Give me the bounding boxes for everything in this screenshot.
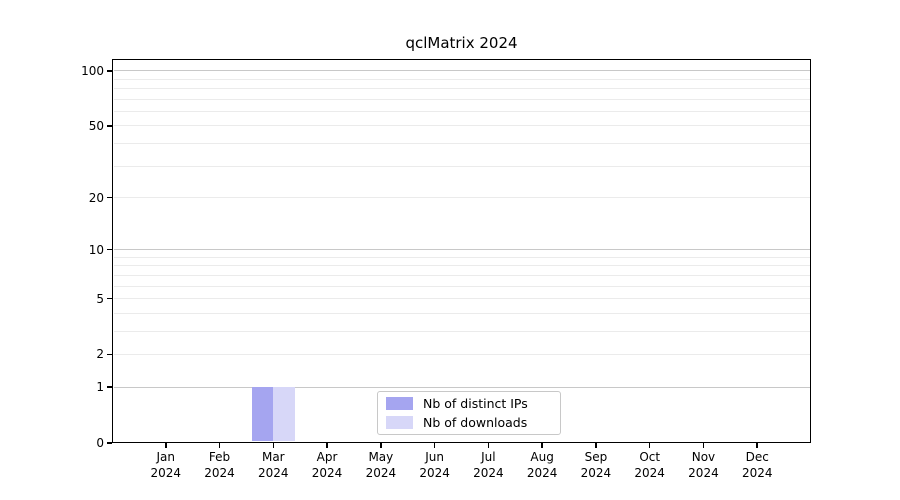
x-axis-tick-label: Oct 2024 — [634, 450, 665, 480]
x-axis-tick-label: May 2024 — [365, 450, 397, 480]
minor-gridline — [113, 330, 810, 332]
legend-item: Nb of distinct IPs — [386, 396, 560, 411]
y-axis-tick-label: 50 — [88, 118, 104, 133]
y-axis-tick — [107, 442, 112, 444]
x-axis-tick — [380, 443, 382, 448]
legend-label: Nb of distinct IPs — [423, 396, 528, 411]
plot-area — [112, 59, 811, 443]
bar-mar-downloads — [273, 387, 295, 442]
chart-title: qclMatrix 2024 — [405, 34, 518, 52]
legend-swatch-distinct-ips — [386, 397, 413, 410]
y-axis-tick-label: 2 — [96, 347, 104, 362]
minor-gridline — [113, 298, 810, 300]
minor-gridline — [113, 274, 810, 276]
y-axis-tick-label: 5 — [96, 291, 104, 306]
y-axis-tick — [107, 248, 112, 251]
x-axis-tick-label: Sep 2024 — [580, 450, 612, 480]
x-axis-tick-label: Jun 2024 — [419, 450, 450, 480]
x-axis-tick — [326, 443, 328, 448]
minor-gridline — [113, 78, 810, 80]
x-axis-tick — [756, 443, 758, 448]
minor-gridline — [113, 165, 810, 167]
minor-gridline — [113, 285, 810, 287]
minor-gridline — [113, 197, 810, 198]
x-axis-tick — [648, 443, 651, 448]
x-axis-tick — [487, 443, 490, 448]
x-axis-tick-label: Jul 2024 — [473, 450, 504, 480]
y-axis-tick — [107, 297, 112, 300]
minor-gridline — [113, 98, 810, 100]
minor-gridline — [113, 143, 810, 145]
x-axis-tick-label: Feb 2024 — [204, 450, 235, 480]
y-axis-tick — [107, 386, 112, 388]
major-gridline — [113, 70, 810, 72]
x-axis-tick-label: Mar 2024 — [258, 450, 289, 480]
x-axis-tick — [541, 443, 543, 448]
bar-mar-distinct-ips — [251, 387, 274, 442]
minor-gridline — [113, 265, 810, 267]
legend-swatch-downloads — [386, 416, 413, 429]
major-gridline — [113, 249, 810, 251]
x-axis-tick-label: Nov 2024 — [688, 450, 719, 480]
legend-item: Nb of downloads — [386, 415, 560, 430]
x-axis-tick — [165, 443, 167, 448]
x-axis-tick-label: Jan 2024 — [150, 450, 182, 480]
legend-label: Nb of downloads — [423, 415, 528, 430]
x-axis-tick — [595, 443, 597, 448]
minor-gridline — [113, 256, 810, 258]
y-axis-tick-label: 1 — [96, 380, 104, 395]
minor-gridline — [113, 111, 810, 113]
y-axis-tick-label: 0 — [96, 436, 104, 450]
y-axis-tick — [107, 353, 112, 356]
x-axis-tick — [702, 443, 705, 448]
x-axis-tick — [433, 443, 436, 448]
minor-gridline — [113, 353, 810, 355]
minor-gridline — [113, 125, 810, 127]
x-axis-tick-label: Apr 2024 — [311, 450, 343, 480]
x-axis-tick-label: Aug 2024 — [526, 450, 558, 480]
x-axis-tick-label: Dec 2024 — [741, 450, 773, 480]
y-axis-tick-label: 100 — [81, 63, 104, 78]
y-axis-tick-label: 10 — [88, 242, 104, 257]
y-axis-tick-label: 20 — [88, 190, 104, 205]
y-axis-tick — [107, 125, 112, 127]
x-axis-tick — [218, 443, 221, 448]
minor-gridline — [113, 312, 810, 314]
x-axis-tick — [272, 443, 275, 448]
y-axis-tick — [107, 70, 112, 72]
legend: Nb of distinct IPs Nb of downloads — [377, 391, 561, 435]
minor-gridline — [113, 88, 810, 90]
y-axis-tick — [107, 196, 112, 199]
major-gridline — [113, 386, 810, 388]
